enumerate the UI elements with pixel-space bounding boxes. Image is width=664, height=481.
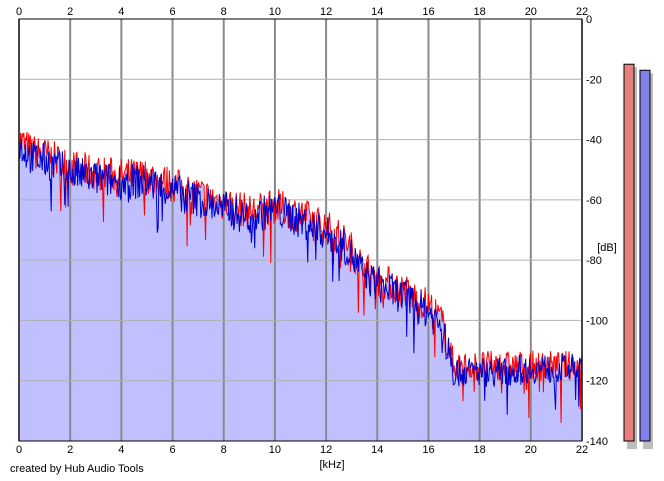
x-tick-label-bottom: 14	[371, 444, 383, 456]
y-tick-label: -140	[586, 436, 608, 448]
spectrum-area-layer	[19, 131, 582, 441]
x-ticks-bottom: 0 2 4 6 8 10 12 14 16 18 20 22	[16, 444, 588, 456]
x-axis-label: [kHz]	[319, 459, 344, 471]
x-tick-label-bottom: 20	[525, 444, 537, 456]
x-tick-label-bottom: 8	[221, 444, 227, 456]
x-tick-label-top: 16	[422, 6, 434, 18]
x-tick-label-top: 0	[16, 6, 22, 18]
x-tick-label-top: 6	[169, 6, 175, 18]
x-tick-label-top: 10	[269, 6, 281, 18]
x-tick-label-bottom: 6	[169, 444, 175, 456]
x-tick-label-bottom: 10	[269, 444, 281, 456]
series-line-0	[18, 131, 583, 424]
x-tick-label-top: 14	[371, 6, 383, 18]
y-tick-label: -40	[586, 135, 602, 147]
x-tick-label-top: 2	[67, 6, 73, 18]
x-tick-label-top: 22	[576, 6, 588, 18]
y-tick-label: 0	[586, 14, 592, 26]
spectrum-fill	[19, 131, 582, 441]
x-tick-label-top: 12	[320, 6, 332, 18]
x-tick-label-top: 20	[525, 6, 537, 18]
x-tick-label-bottom: 18	[474, 444, 486, 456]
x-tick-label-bottom: 4	[118, 444, 124, 456]
x-tick-label-top: 8	[221, 6, 227, 18]
credit-text: created by Hub Audio Tools	[10, 463, 144, 475]
y-axis-label: [dB]	[597, 242, 617, 254]
y-ticks-right: 0 -20 -40 -60 -80 -100 -120 -140	[586, 14, 608, 448]
y-tick-label: -100	[586, 315, 608, 327]
x-tick-label-top: 18	[474, 6, 486, 18]
x-tick-label-top: 4	[118, 6, 124, 18]
x-tick-label-bottom: 16	[422, 444, 434, 456]
plot-border	[18, 18, 583, 442]
y-tick-label: -60	[586, 195, 602, 207]
x-tick-label-bottom: 2	[67, 444, 73, 456]
level-meter-bar	[639, 69, 651, 442]
level-meter-bar	[623, 63, 635, 442]
x-tick-label-bottom: 22	[576, 444, 588, 456]
y-tick-label: -20	[586, 74, 602, 86]
series-layer	[18, 131, 583, 424]
x-tick-label-bottom: 12	[320, 444, 332, 456]
x-tick-label-bottom: 0	[16, 444, 22, 456]
y-tick-label: -120	[586, 376, 608, 388]
series-line-1	[18, 138, 583, 415]
y-tick-label: -80	[586, 255, 602, 267]
level-meters	[623, 63, 653, 449]
x-ticks-top: 0 2 4 6 8 10 12 14 16 18 20 22	[16, 6, 588, 18]
